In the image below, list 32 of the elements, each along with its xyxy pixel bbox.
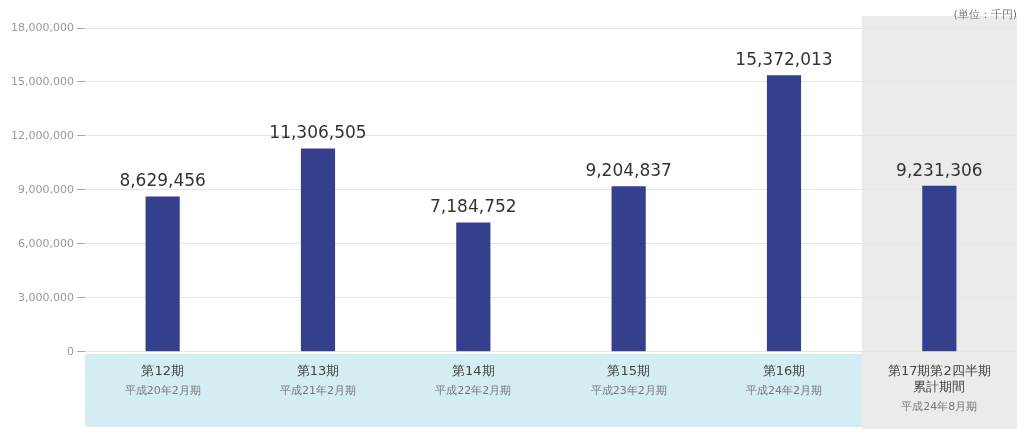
data-label: 9,231,306 xyxy=(896,159,983,180)
y-tick-label: 15,000,000 xyxy=(11,74,74,88)
bar xyxy=(300,148,336,352)
bar xyxy=(456,222,491,352)
bar xyxy=(611,186,646,352)
y-tick-label: 9,000,000 xyxy=(18,182,74,196)
text: 平成22年2月期 xyxy=(435,384,512,398)
x-tick-label: 第15期 xyxy=(607,362,650,378)
data-label: 11,306,505 xyxy=(269,122,367,143)
text: 平成24年2月期 xyxy=(746,384,822,398)
data-label: 9,204,837 xyxy=(585,160,672,181)
x-tick-label: 第13期 xyxy=(296,362,340,378)
x-tick-label: 第17期第2四半期累計期間 xyxy=(887,362,991,394)
text: (単位：千円) xyxy=(953,8,1017,22)
bar xyxy=(922,185,957,352)
y-tick-label: 3,000,000 xyxy=(18,290,74,304)
x-tick-label: 第14期 xyxy=(452,362,495,378)
x-tick-label: 第12期 xyxy=(141,362,184,378)
text: 平成20年2月期 xyxy=(124,384,201,398)
data-label: 7,184,752 xyxy=(430,196,517,217)
y-tick-label: 6,000,000 xyxy=(18,236,74,250)
text: 平成23年2月期 xyxy=(590,384,667,398)
y-tick-label: 0 xyxy=(66,344,74,358)
text: 平成21年2月期 xyxy=(279,384,356,398)
y-tick-label: 18,000,000 xyxy=(11,20,74,34)
text: 平成24年8月期 xyxy=(901,400,978,414)
bar xyxy=(766,75,802,352)
data-label: 15,372,013 xyxy=(735,49,833,70)
x-tick-label: 第16期 xyxy=(762,362,806,378)
y-tick-label: 12,000,000 xyxy=(11,128,74,142)
bar xyxy=(145,196,180,352)
data-label: 8,629,456 xyxy=(119,170,206,191)
